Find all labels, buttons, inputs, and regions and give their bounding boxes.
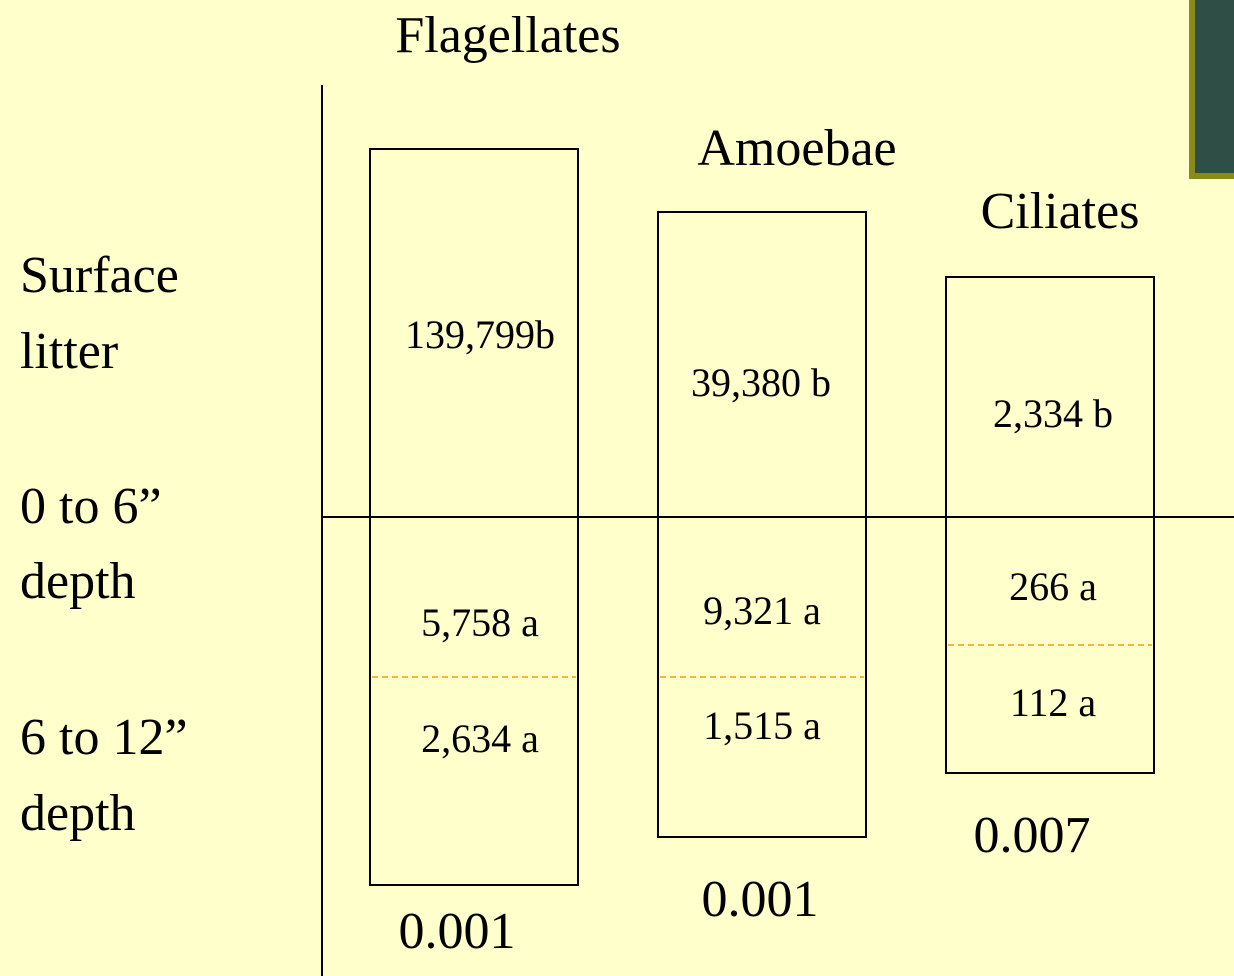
p-value: 0.001 (399, 903, 516, 960)
count-label: 139,799b (405, 312, 555, 357)
corner-image (1192, 0, 1234, 176)
row-label: 6 to 12” (20, 709, 188, 766)
row-label: 0 to 6” (20, 478, 162, 535)
count-label: 5,758 a (421, 600, 539, 645)
column-title: Flagellates (395, 7, 620, 64)
p-value: 0.007 (974, 807, 1091, 864)
slide: Surface litter 0 to 6” depth 6 to 12” de… (0, 0, 1234, 976)
p-value: 0.001 (702, 871, 819, 928)
row-label: litter (20, 323, 118, 380)
row-label: Surface (20, 247, 179, 304)
column-title: Ciliates (981, 183, 1140, 240)
count-label: 266 a (1009, 564, 1097, 609)
count-label: 9,321 a (703, 588, 821, 633)
count-label: 39,380 b (691, 360, 831, 405)
count-label: 112 a (1010, 680, 1097, 725)
row-label: depth (20, 553, 136, 610)
count-label: 2,634 a (421, 716, 539, 761)
count-label: 2,334 b (993, 391, 1113, 436)
row-label: depth (20, 785, 136, 842)
column-title: Amoebae (697, 120, 896, 177)
count-label: 1,515 a (703, 703, 821, 748)
